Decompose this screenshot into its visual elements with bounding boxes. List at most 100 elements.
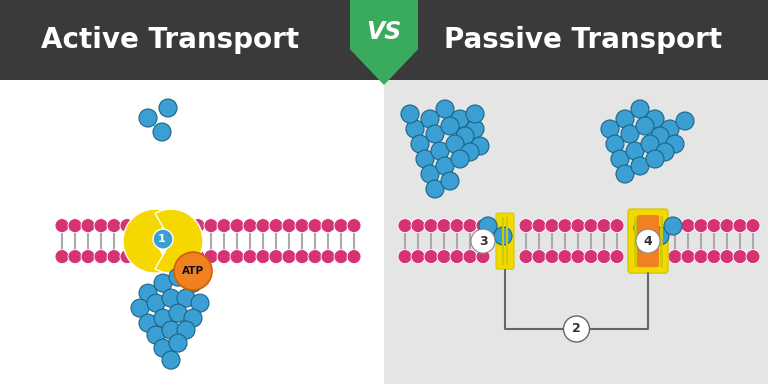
Circle shape xyxy=(107,250,121,264)
Circle shape xyxy=(611,150,629,168)
Circle shape xyxy=(681,218,695,233)
Circle shape xyxy=(321,250,335,264)
Circle shape xyxy=(597,250,611,264)
Circle shape xyxy=(431,142,449,160)
Circle shape xyxy=(421,165,439,183)
Text: Passive Transport: Passive Transport xyxy=(444,26,722,54)
Circle shape xyxy=(68,218,82,233)
Circle shape xyxy=(269,250,283,264)
Circle shape xyxy=(646,150,664,168)
FancyBboxPatch shape xyxy=(496,213,514,269)
Text: ATP: ATP xyxy=(182,266,204,276)
Circle shape xyxy=(243,218,257,233)
Circle shape xyxy=(656,143,674,161)
Circle shape xyxy=(426,180,444,198)
Circle shape xyxy=(120,218,134,233)
Circle shape xyxy=(416,150,434,168)
Circle shape xyxy=(636,117,654,135)
Circle shape xyxy=(256,218,270,233)
Circle shape xyxy=(446,135,464,153)
Circle shape xyxy=(437,218,451,233)
Circle shape xyxy=(610,250,624,264)
Circle shape xyxy=(139,284,157,302)
Circle shape xyxy=(661,120,679,138)
Bar xyxy=(0,0,768,80)
Circle shape xyxy=(334,218,348,233)
Circle shape xyxy=(282,250,296,264)
Circle shape xyxy=(441,172,459,190)
Circle shape xyxy=(81,250,95,264)
Circle shape xyxy=(636,229,660,253)
Circle shape xyxy=(471,137,489,155)
Circle shape xyxy=(154,274,172,292)
Circle shape xyxy=(162,351,180,369)
Circle shape xyxy=(147,294,165,312)
Bar xyxy=(384,80,768,384)
Circle shape xyxy=(519,218,533,233)
Circle shape xyxy=(450,218,464,233)
Circle shape xyxy=(184,309,202,327)
Circle shape xyxy=(463,250,477,264)
Circle shape xyxy=(597,218,611,233)
Circle shape xyxy=(666,135,684,153)
Circle shape xyxy=(217,250,231,264)
Circle shape xyxy=(664,217,682,235)
Circle shape xyxy=(154,309,172,327)
Circle shape xyxy=(466,120,484,138)
Circle shape xyxy=(461,143,479,161)
Circle shape xyxy=(147,326,165,344)
Circle shape xyxy=(81,218,95,233)
Circle shape xyxy=(441,117,459,135)
Circle shape xyxy=(191,250,205,264)
Circle shape xyxy=(347,250,361,264)
Circle shape xyxy=(681,250,695,264)
Circle shape xyxy=(519,250,533,264)
Circle shape xyxy=(436,157,454,175)
Circle shape xyxy=(558,250,572,264)
Circle shape xyxy=(321,218,335,233)
Bar xyxy=(0,80,384,384)
Circle shape xyxy=(411,218,425,233)
Circle shape xyxy=(558,218,572,233)
Circle shape xyxy=(601,120,619,138)
Circle shape xyxy=(94,218,108,233)
Circle shape xyxy=(616,110,634,128)
Circle shape xyxy=(94,250,108,264)
Circle shape xyxy=(411,135,429,153)
Circle shape xyxy=(120,250,134,264)
Circle shape xyxy=(436,100,454,118)
Circle shape xyxy=(641,135,659,153)
FancyBboxPatch shape xyxy=(637,215,659,267)
Circle shape xyxy=(162,321,180,339)
Circle shape xyxy=(131,299,149,317)
Circle shape xyxy=(169,268,187,286)
Circle shape xyxy=(308,218,322,233)
Circle shape xyxy=(174,252,212,290)
Circle shape xyxy=(308,250,322,264)
Circle shape xyxy=(411,250,425,264)
Circle shape xyxy=(646,110,664,128)
Circle shape xyxy=(217,218,231,233)
Circle shape xyxy=(282,218,296,233)
Circle shape xyxy=(545,250,559,264)
Circle shape xyxy=(584,250,598,264)
Circle shape xyxy=(634,219,652,237)
Text: 3: 3 xyxy=(478,235,488,248)
Circle shape xyxy=(707,218,721,233)
Circle shape xyxy=(631,100,649,118)
Circle shape xyxy=(243,250,257,264)
Circle shape xyxy=(295,250,309,264)
Polygon shape xyxy=(350,0,418,85)
Wedge shape xyxy=(123,209,171,273)
Circle shape xyxy=(191,294,209,312)
Circle shape xyxy=(631,157,649,175)
Circle shape xyxy=(139,314,157,332)
Text: 4: 4 xyxy=(644,235,652,248)
Circle shape xyxy=(471,229,495,253)
Circle shape xyxy=(230,218,244,233)
Text: VS: VS xyxy=(366,20,402,44)
Circle shape xyxy=(466,105,484,123)
Circle shape xyxy=(398,250,412,264)
Circle shape xyxy=(606,135,624,153)
Circle shape xyxy=(616,165,634,183)
